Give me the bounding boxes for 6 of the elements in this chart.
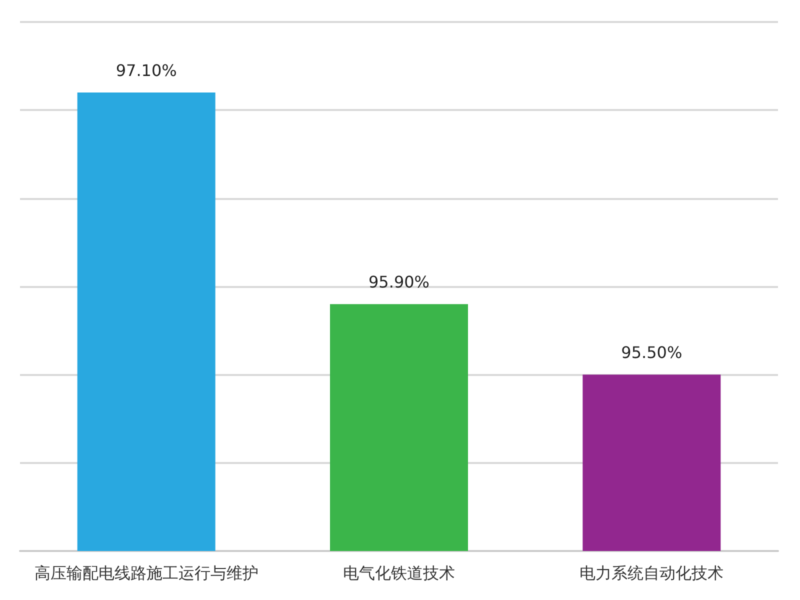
x-tick-label: 高压输配电线路施工运行与维护 <box>34 564 258 582</box>
x-tick-label: 电气化铁道技术 <box>343 564 455 582</box>
x-tick-label: 电力系统自动化技术 <box>580 564 724 582</box>
data-label: 95.90% <box>368 272 430 292</box>
data-label: 97.10% <box>116 61 177 80</box>
data-label: 95.50% <box>621 343 682 362</box>
